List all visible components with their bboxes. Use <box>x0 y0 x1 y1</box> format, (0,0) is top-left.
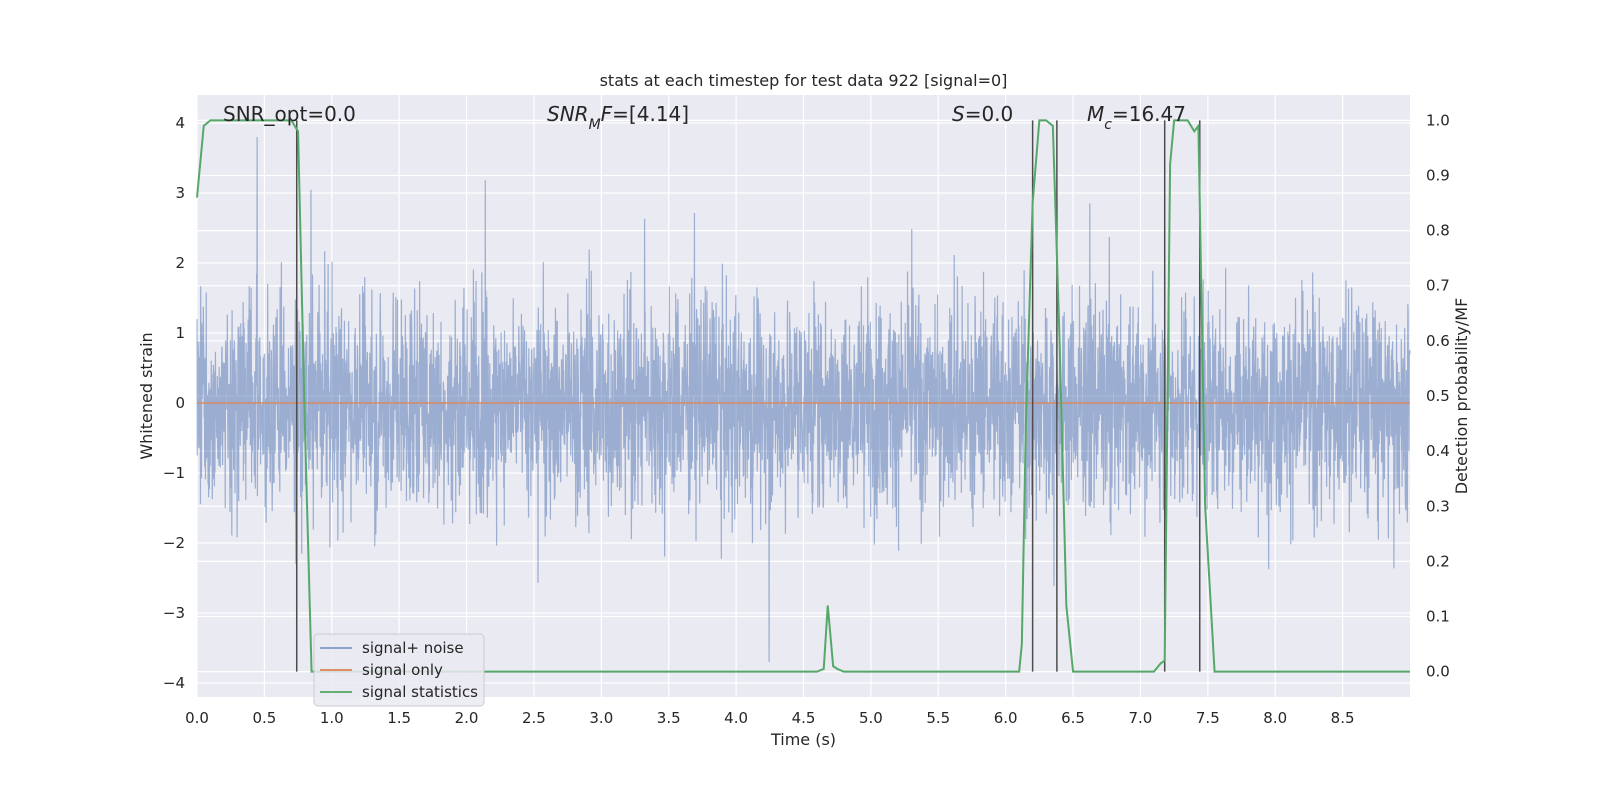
y-tick-label-right: 0.9 <box>1426 166 1450 184</box>
y-tick-label-right: 0.5 <box>1426 387 1450 405</box>
x-tick-label: 0.0 <box>185 709 209 727</box>
x-axis-label: Time (s) <box>770 730 836 749</box>
y-tick-label-right: 1.0 <box>1426 111 1450 129</box>
y-tick-label-right: 0.1 <box>1426 608 1450 626</box>
legend: signal+ noise signal only signal statistic… <box>313 633 485 707</box>
legend-label: signal only <box>362 661 443 679</box>
signal-noise-line <box>196 136 1411 663</box>
x-tick-label: 4.0 <box>724 709 748 727</box>
x-tick-label: 8.5 <box>1331 709 1355 727</box>
annotation-s: S=0.0 <box>952 102 1013 126</box>
y-tick-label-left: −1 <box>163 464 185 482</box>
chart-title: stats at each timestep for test data 922… <box>600 71 1008 90</box>
x-tick-label: 2.0 <box>455 709 479 727</box>
x-tick-label: 1.0 <box>320 709 344 727</box>
annotation-snr-mf: SNRMF=[4.14] <box>547 102 689 133</box>
x-tick-label: 8.0 <box>1263 709 1287 727</box>
y-tick-label-right: 0.7 <box>1426 277 1450 295</box>
annotation-mc: Mc=16.47 <box>1087 102 1186 133</box>
y-axis-label-left: Whitened strain <box>137 332 156 459</box>
y-tick-label-right: 0.0 <box>1426 663 1450 681</box>
signal-statistics-series <box>196 119 1410 673</box>
signal-statistics-line <box>196 119 1410 673</box>
y-tick-label-left: 4 <box>175 114 185 132</box>
legend-label: signal+ noise <box>362 639 464 657</box>
annotation-snr-opt: SNR_opt=0.0 <box>223 102 356 126</box>
grid-lines <box>196 95 1410 697</box>
x-tick-label: 7.0 <box>1129 709 1153 727</box>
x-tick-label: 6.5 <box>1061 709 1085 727</box>
y-tick-label-right: 0.4 <box>1426 442 1450 460</box>
y-tick-label-left: 0 <box>175 394 185 412</box>
y-tick-label-right: 0.6 <box>1426 332 1450 350</box>
tick-labels: 0.0 0.5 1.0 1.5 2.0 2.5 3.0 3.5 4.0 4.5 5.0 5.5 6.0 6… <box>163 111 1450 727</box>
y-tick-label-left: −2 <box>163 534 185 552</box>
x-tick-label: 4.5 <box>792 709 816 727</box>
x-tick-label: 1.5 <box>387 709 411 727</box>
x-tick-label: 3.0 <box>589 709 613 727</box>
y-tick-label-left: 1 <box>175 324 185 342</box>
x-tick-label: 7.5 <box>1196 709 1220 727</box>
y-tick-label-left: −3 <box>163 604 185 622</box>
x-tick-label: 0.5 <box>252 709 276 727</box>
y-tick-label-right: 0.8 <box>1426 222 1450 240</box>
x-tick-label: 3.5 <box>657 709 681 727</box>
legend-label: signal statistics <box>362 683 478 701</box>
y-tick-label-right: 0.2 <box>1426 552 1450 570</box>
legend-box <box>313 633 485 707</box>
y-axis-label-right: Detection probability/MF <box>1452 298 1471 495</box>
y-tick-label-left: −4 <box>163 674 185 692</box>
x-tick-label: 5.5 <box>926 709 950 727</box>
y-tick-label-left: 3 <box>175 184 185 202</box>
x-tick-label: 6.0 <box>994 709 1018 727</box>
x-tick-label: 2.5 <box>522 709 546 727</box>
y-tick-label-left: 2 <box>175 254 185 272</box>
signal-noise-series <box>196 136 1411 663</box>
y-tick-label-right: 0.3 <box>1426 497 1450 515</box>
x-tick-label: 5.0 <box>859 709 883 727</box>
